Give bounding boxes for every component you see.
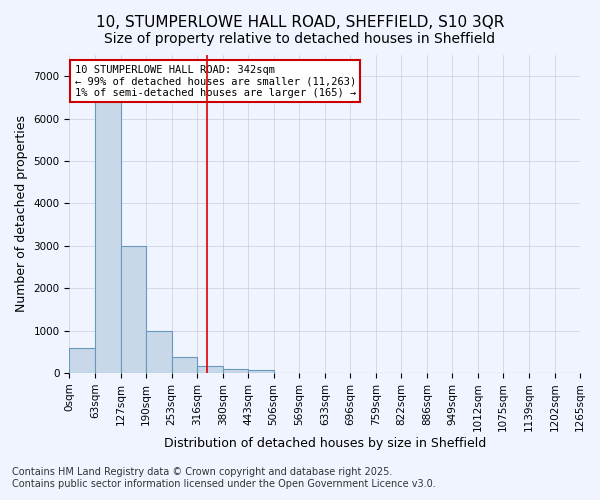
Bar xyxy=(197,366,223,373)
Bar xyxy=(223,368,248,373)
Bar xyxy=(95,98,121,373)
Text: Size of property relative to detached houses in Sheffield: Size of property relative to detached ho… xyxy=(104,32,496,46)
Bar xyxy=(121,246,146,373)
Bar xyxy=(172,357,197,373)
Bar xyxy=(248,370,274,373)
X-axis label: Distribution of detached houses by size in Sheffield: Distribution of detached houses by size … xyxy=(164,437,486,450)
Text: Contains HM Land Registry data © Crown copyright and database right 2025.
Contai: Contains HM Land Registry data © Crown c… xyxy=(12,468,436,489)
Text: 10 STUMPERLOWE HALL ROAD: 342sqm
← 99% of detached houses are smaller (11,263)
1: 10 STUMPERLOWE HALL ROAD: 342sqm ← 99% o… xyxy=(74,64,356,98)
Bar xyxy=(146,330,172,373)
Bar xyxy=(70,348,95,373)
Text: 10, STUMPERLOWE HALL ROAD, SHEFFIELD, S10 3QR: 10, STUMPERLOWE HALL ROAD, SHEFFIELD, S1… xyxy=(96,15,504,30)
Y-axis label: Number of detached properties: Number of detached properties xyxy=(15,116,28,312)
